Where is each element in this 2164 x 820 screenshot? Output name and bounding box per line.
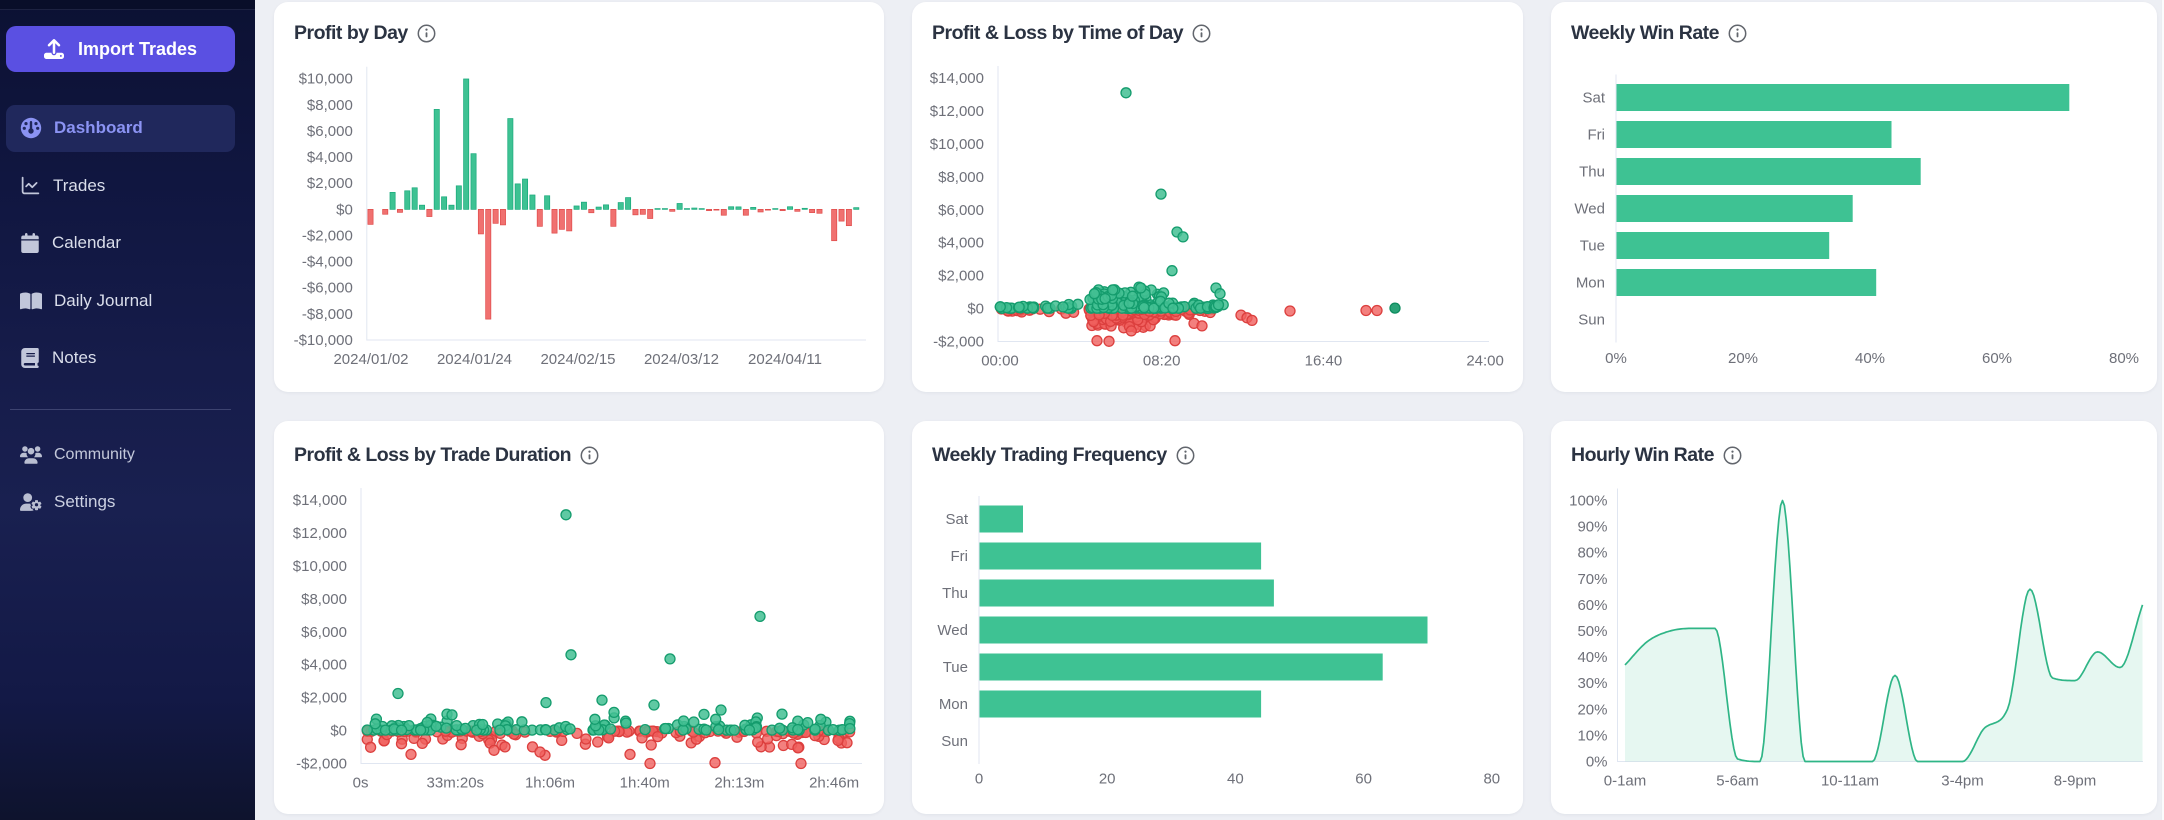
svg-text:10-11am: 10-11am [1821,773,1879,790]
svg-text:-$10,000: -$10,000 [294,332,353,349]
svg-text:Wed: Wed [1574,201,1605,218]
svg-text:80%: 80% [2109,350,2139,367]
svg-text:Sat: Sat [945,511,968,528]
svg-text:2024/01/24: 2024/01/24 [437,351,512,368]
svg-text:$4,000: $4,000 [307,149,353,166]
svg-text:100%: 100% [1569,493,1607,510]
svg-text:50%: 50% [1577,623,1607,640]
svg-text:Mon: Mon [1576,275,1605,292]
svg-text:$4,000: $4,000 [301,657,347,674]
svg-text:$8,000: $8,000 [301,591,347,608]
svg-text:1h:40m: 1h:40m [620,775,670,792]
svg-text:08:20: 08:20 [1143,353,1181,370]
svg-text:$0: $0 [967,301,984,318]
svg-text:80: 80 [1483,771,1500,788]
svg-text:0%: 0% [1586,754,1608,771]
svg-text:10%: 10% [1577,727,1607,744]
svg-text:0s: 0s [353,775,369,792]
svg-text:1h:06m: 1h:06m [525,775,575,792]
svg-text:20: 20 [1099,771,1116,788]
svg-text:$6,000: $6,000 [938,202,984,219]
svg-text:$10,000: $10,000 [299,71,353,88]
svg-text:-$6,000: -$6,000 [302,280,353,297]
svg-text:3-4pm: 3-4pm [1941,773,1984,790]
svg-text:Mon: Mon [939,696,968,713]
svg-text:Fri: Fri [951,548,969,565]
svg-text:$0: $0 [336,201,353,218]
svg-text:40%: 40% [1577,649,1607,666]
svg-text:$4,000: $4,000 [938,235,984,252]
svg-text:$6,000: $6,000 [301,624,347,641]
svg-text:0: 0 [975,771,983,788]
svg-text:2024/03/12: 2024/03/12 [644,351,719,368]
svg-text:Wed: Wed [937,622,968,639]
svg-text:5-6am: 5-6am [1716,773,1759,790]
svg-text:$0: $0 [330,723,347,740]
svg-text:-$2,000: -$2,000 [296,756,347,773]
svg-text:$8,000: $8,000 [938,169,984,186]
svg-text:60%: 60% [1577,597,1607,614]
svg-text:30%: 30% [1577,675,1607,692]
svg-text:2h:46m: 2h:46m [809,775,859,792]
svg-text:90%: 90% [1577,519,1607,536]
svg-text:8-9pm: 8-9pm [2054,773,2097,790]
svg-text:60: 60 [1355,771,1372,788]
svg-text:80%: 80% [1577,545,1607,562]
svg-text:$10,000: $10,000 [293,558,347,575]
svg-text:00:00: 00:00 [981,353,1019,370]
svg-text:$10,000: $10,000 [930,136,984,153]
svg-text:$2,000: $2,000 [938,268,984,285]
svg-text:20%: 20% [1577,701,1607,718]
svg-text:$2,000: $2,000 [307,175,353,192]
svg-text:-$8,000: -$8,000 [302,306,353,323]
svg-text:2024/01/02: 2024/01/02 [333,351,408,368]
svg-text:$12,000: $12,000 [930,103,984,120]
svg-text:16:40: 16:40 [1305,353,1343,370]
svg-text:40: 40 [1227,771,1244,788]
svg-text:0-1am: 0-1am [1604,773,1647,790]
svg-text:Sun: Sun [1578,312,1605,329]
svg-text:-$4,000: -$4,000 [302,254,353,271]
svg-text:20%: 20% [1728,350,1758,367]
svg-text:$14,000: $14,000 [293,492,347,509]
svg-text:$14,000: $14,000 [930,70,984,87]
svg-text:Tue: Tue [943,659,968,676]
svg-text:60%: 60% [1982,350,2012,367]
svg-text:2024/04/11: 2024/04/11 [748,351,822,368]
svg-text:70%: 70% [1577,571,1607,588]
svg-text:2024/02/15: 2024/02/15 [540,351,615,368]
svg-text:2h:13m: 2h:13m [714,775,764,792]
svg-text:-$2,000: -$2,000 [933,334,984,351]
svg-text:Thu: Thu [1579,164,1605,181]
svg-text:$8,000: $8,000 [307,97,353,114]
svg-text:$2,000: $2,000 [301,690,347,707]
svg-text:Thu: Thu [942,585,968,602]
svg-text:$6,000: $6,000 [307,123,353,140]
svg-text:$12,000: $12,000 [293,525,347,542]
svg-text:Sun: Sun [941,733,968,750]
svg-text:Fri: Fri [1588,127,1606,144]
svg-text:33m:20s: 33m:20s [427,775,485,792]
svg-text:0%: 0% [1605,350,1627,367]
svg-text:Tue: Tue [1580,238,1605,255]
svg-text:40%: 40% [1855,350,1885,367]
svg-text:Sat: Sat [1582,90,1605,107]
svg-text:24:00: 24:00 [1466,353,1504,370]
svg-text:-$2,000: -$2,000 [302,228,353,245]
